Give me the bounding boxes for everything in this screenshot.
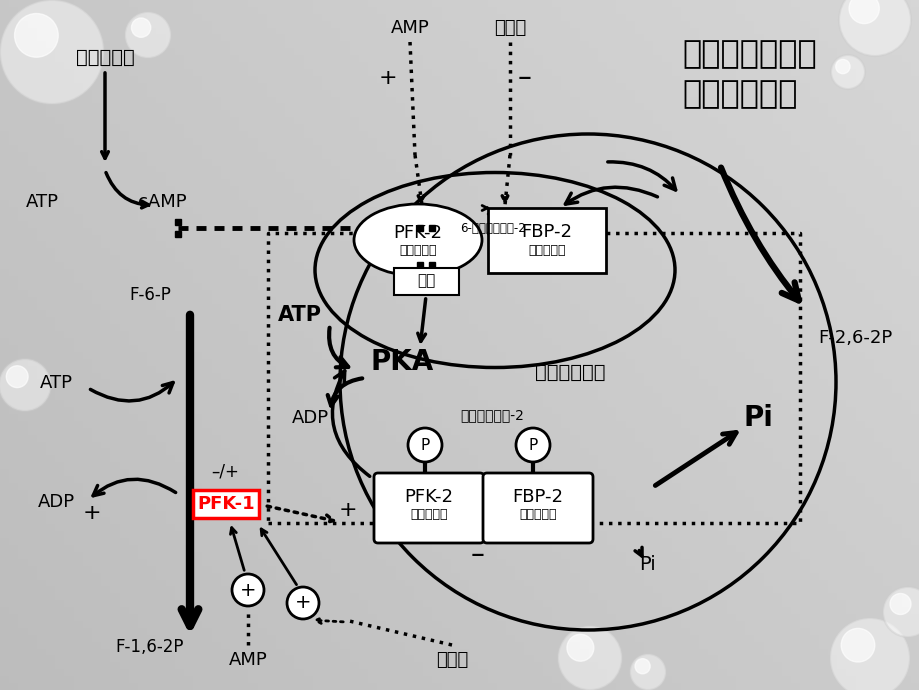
Text: +: + xyxy=(240,580,256,600)
Text: （无活性）: （无活性） xyxy=(528,244,565,257)
Text: PKA: PKA xyxy=(370,348,433,376)
Text: 6-磷酸果糖激酶-2: 6-磷酸果糖激酶-2 xyxy=(460,221,525,235)
Circle shape xyxy=(516,428,550,462)
Circle shape xyxy=(834,59,849,74)
Circle shape xyxy=(15,14,58,57)
FancyBboxPatch shape xyxy=(482,473,593,543)
Text: （无活性）: （无活性） xyxy=(410,509,448,522)
Text: 共价修饰与别构: 共价修饰与别构 xyxy=(682,39,816,70)
Circle shape xyxy=(6,366,28,388)
Text: 柠檬酸: 柠檬酸 xyxy=(436,651,468,669)
Circle shape xyxy=(566,634,593,661)
FancyBboxPatch shape xyxy=(193,490,259,518)
Text: PFK-2: PFK-2 xyxy=(404,488,453,506)
FancyBboxPatch shape xyxy=(487,208,606,273)
Text: ADP: ADP xyxy=(38,493,74,511)
Text: F-1,6-2P: F-1,6-2P xyxy=(116,638,184,656)
Text: 柠檬酸: 柠檬酸 xyxy=(494,19,526,37)
Text: 活化: 活化 xyxy=(416,273,435,288)
Text: –: – xyxy=(517,64,531,92)
Text: P: P xyxy=(420,437,429,453)
Text: PFK-2: PFK-2 xyxy=(393,224,442,242)
Circle shape xyxy=(287,587,319,619)
Text: –: – xyxy=(471,541,484,569)
Text: ATP: ATP xyxy=(26,193,59,211)
Circle shape xyxy=(407,428,441,462)
Text: ADP: ADP xyxy=(291,409,328,427)
Text: P: P xyxy=(528,437,537,453)
Text: ATP: ATP xyxy=(278,305,322,325)
Text: F-2,6-2P: F-2,6-2P xyxy=(817,329,891,347)
Text: +: + xyxy=(379,68,397,88)
Text: Pi: Pi xyxy=(743,404,772,432)
Circle shape xyxy=(848,0,879,23)
Text: F-6-P: F-6-P xyxy=(129,286,171,304)
Text: AMP: AMP xyxy=(391,19,429,37)
Text: 磷蛋白磷酸酶: 磷蛋白磷酸酶 xyxy=(534,362,605,382)
Text: AMP: AMP xyxy=(229,651,267,669)
Text: FBP-2: FBP-2 xyxy=(512,488,562,506)
Circle shape xyxy=(634,659,650,674)
Text: 调节协调典型: 调节协调典型 xyxy=(682,79,797,110)
Circle shape xyxy=(889,593,910,615)
Text: 果糖双磷酸酶-2: 果糖双磷酸酶-2 xyxy=(460,408,523,422)
Text: +: + xyxy=(338,500,357,520)
Circle shape xyxy=(630,654,665,690)
Circle shape xyxy=(131,18,151,37)
Circle shape xyxy=(840,629,874,662)
Text: （有活性）: （有活性） xyxy=(518,509,556,522)
Text: –/+: –/+ xyxy=(210,463,239,481)
Text: PFK-1: PFK-1 xyxy=(197,495,255,513)
Text: cAMP: cAMP xyxy=(138,193,187,211)
Circle shape xyxy=(125,12,171,58)
Text: +: + xyxy=(83,503,101,523)
Circle shape xyxy=(838,0,910,56)
Ellipse shape xyxy=(354,204,482,276)
Circle shape xyxy=(882,587,919,637)
Circle shape xyxy=(558,626,621,690)
Text: （有活性）: （有活性） xyxy=(399,244,437,257)
Text: Pi: Pi xyxy=(639,555,655,575)
Circle shape xyxy=(0,359,51,411)
Text: 胰高血糖素: 胰高血糖素 xyxy=(75,48,134,67)
Circle shape xyxy=(830,55,864,89)
FancyBboxPatch shape xyxy=(374,473,483,543)
Circle shape xyxy=(829,618,909,690)
Text: ATP: ATP xyxy=(40,374,73,392)
Circle shape xyxy=(0,0,104,104)
Text: FBP-2: FBP-2 xyxy=(521,223,572,241)
Circle shape xyxy=(232,574,264,606)
Text: +: + xyxy=(294,593,311,613)
FancyBboxPatch shape xyxy=(393,268,459,295)
